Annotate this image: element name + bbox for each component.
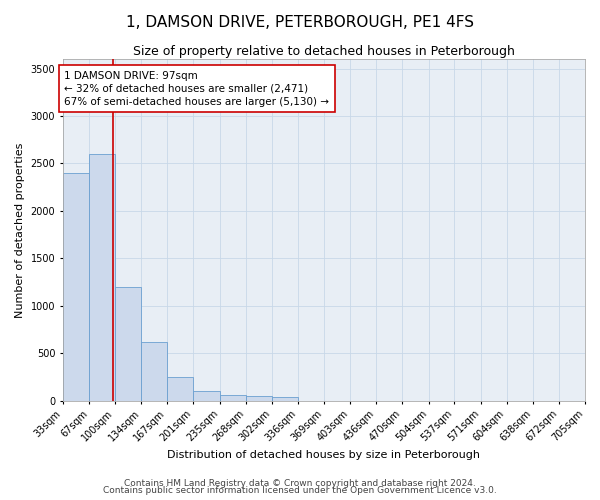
Bar [63, 173, 89, 400]
Text: Contains public sector information licensed under the Open Government Licence v3: Contains public sector information licen… [103, 486, 497, 495]
Bar [167, 377, 193, 400]
Bar [89, 154, 115, 400]
Text: 1, DAMSON DRIVE, PETERBOROUGH, PE1 4FS: 1, DAMSON DRIVE, PETERBOROUGH, PE1 4FS [126, 15, 474, 30]
Bar [245, 396, 272, 400]
Bar [115, 286, 142, 401]
Bar [193, 391, 220, 400]
X-axis label: Distribution of detached houses by size in Peterborough: Distribution of detached houses by size … [167, 450, 481, 460]
Title: Size of property relative to detached houses in Peterborough: Size of property relative to detached ho… [133, 45, 515, 58]
Bar [220, 395, 245, 400]
Text: 1 DAMSON DRIVE: 97sqm
← 32% of detached houses are smaller (2,471)
67% of semi-d: 1 DAMSON DRIVE: 97sqm ← 32% of detached … [64, 70, 329, 107]
Bar [272, 396, 298, 400]
Bar [142, 342, 167, 400]
Text: Contains HM Land Registry data © Crown copyright and database right 2024.: Contains HM Land Registry data © Crown c… [124, 478, 476, 488]
Y-axis label: Number of detached properties: Number of detached properties [15, 142, 25, 318]
